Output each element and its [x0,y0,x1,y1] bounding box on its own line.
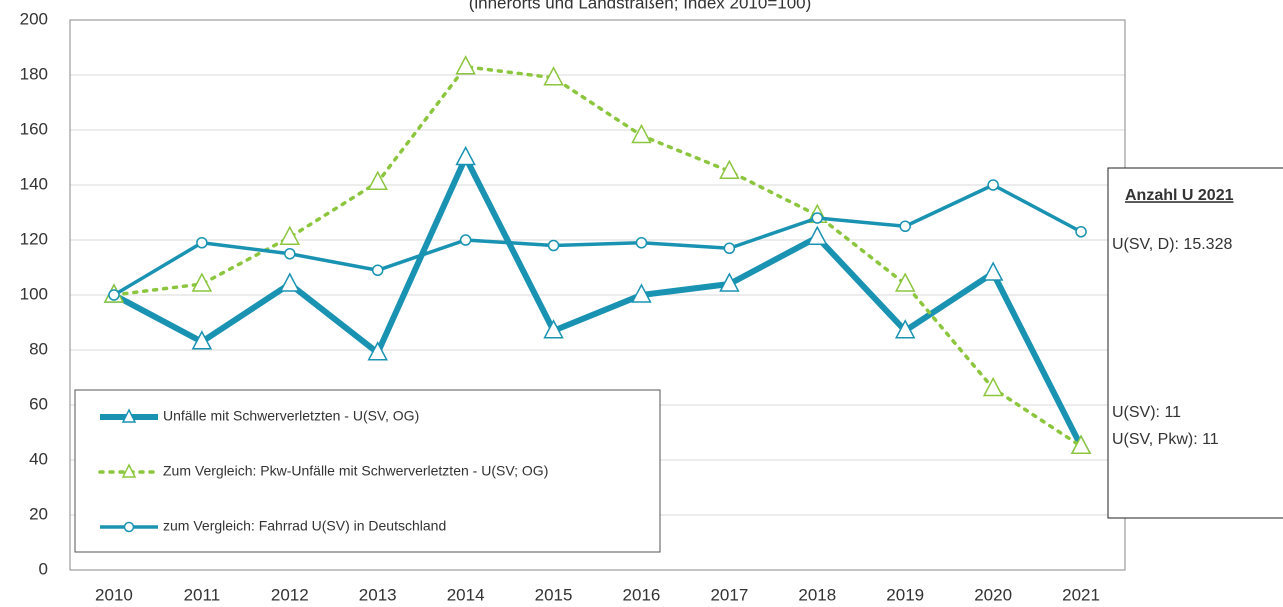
annotation-line: U(SV, D): 15.328 [1112,236,1232,253]
annotation-line: U(SV, Pkw): 11 [1112,431,1219,448]
marker [191,272,213,292]
marker [196,237,208,249]
marker [719,159,740,179]
x-tick-label: 2019 [886,585,924,604]
marker [719,272,740,292]
x-tick-label: 2010 [95,585,133,604]
x-tick-label: 2020 [974,585,1012,604]
marker [987,179,999,191]
y-tick-label: 200 [20,9,48,28]
series-line [112,65,1083,448]
marker [367,341,388,361]
y-tick-label: 60 [29,394,48,413]
annotation-title: Anzahl U 2021 [1125,187,1234,204]
x-tick-label: 2018 [798,585,836,604]
y-tick-label: 140 [20,174,48,193]
x-tick-label: 2021 [1062,585,1100,604]
marker [1075,226,1087,238]
y-tick-label: 120 [20,229,48,248]
y-tick-label: 80 [29,339,48,358]
x-tick-label: 2012 [271,585,309,604]
marker [543,319,564,339]
y-tick-label: 0 [39,559,48,578]
x-tick-label: 2016 [623,585,661,604]
marker [371,264,384,276]
marker [982,376,1004,397]
legend-marker [123,521,135,533]
marker [108,289,120,301]
marker [543,66,564,86]
legend-label: Unfälle mit Schwerverletzten - U(SV, OG) [163,408,419,424]
marker [982,261,1004,281]
y-tick-label: 180 [20,64,48,83]
x-tick-label: 2017 [710,585,748,604]
marker [894,272,916,292]
annotation-box [1107,167,1283,519]
legend-marker [121,463,137,478]
marker [894,319,916,339]
y-tick-label: 100 [20,284,48,303]
marker [631,283,652,303]
marker [459,234,472,246]
y-tick-label: 40 [29,449,48,468]
legend-label: zum Vergleich: Fahrrad U(SV) in Deutschl… [163,518,446,534]
marker [284,248,296,260]
legend-marker [121,408,137,423]
marker [631,123,652,144]
marker [899,220,911,232]
marker [1070,434,1092,454]
x-tick-label: 2014 [447,585,485,604]
y-tick-label: 20 [29,504,48,523]
marker [723,242,736,254]
legend-box [74,389,661,553]
marker [279,225,301,245]
chart-subtitle: (innerorts und Landstraßen; Index 2010=1… [469,0,812,12]
marker [279,272,301,292]
x-tick-label: 2011 [184,585,221,604]
marker [367,170,388,190]
legend-label: Zum Vergleich: Pkw-Unfälle mit Schwerver… [163,463,548,479]
series-line [113,183,1082,297]
y-tick-label: 160 [20,119,48,138]
marker [635,237,648,249]
marker [191,330,213,350]
marker [807,225,828,245]
marker [455,55,476,75]
marker [547,239,560,252]
annotation-line: U(SV): 11 [1112,404,1181,421]
x-tick-label: 2015 [535,585,573,604]
series-line [112,154,1084,448]
marker [455,145,476,166]
x-tick-label: 2013 [359,585,397,604]
marker [811,212,824,224]
